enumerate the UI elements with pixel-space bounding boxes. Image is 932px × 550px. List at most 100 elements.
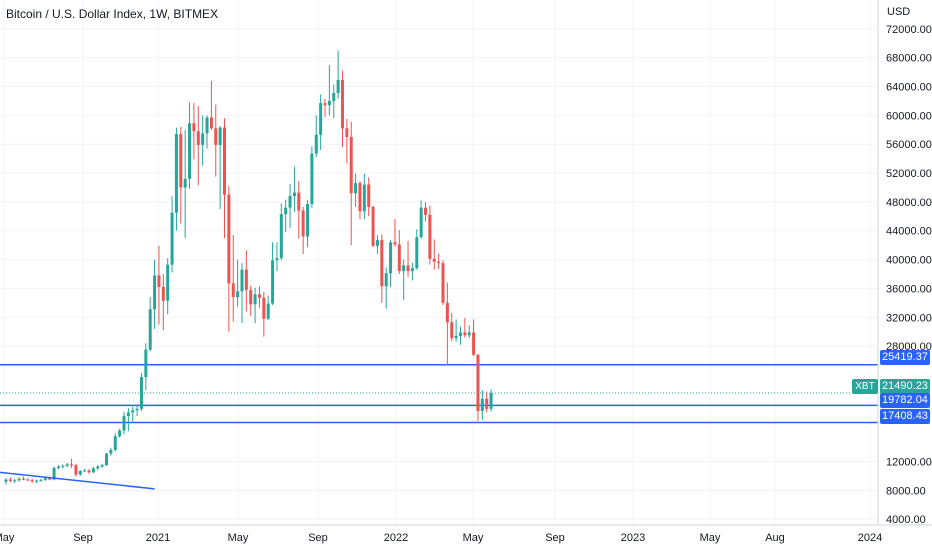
candle: [144, 343, 148, 391]
candle-body: [393, 242, 397, 245]
level-price-tag: 25419.37: [880, 350, 930, 365]
candle-body: [13, 480, 17, 482]
candle: [139, 372, 143, 412]
candle-body: [74, 465, 78, 475]
candle-body: [218, 127, 222, 145]
candle-body: [87, 470, 91, 473]
candle: [118, 429, 122, 438]
candle-body: [358, 183, 362, 212]
x-tick-label: Sep: [308, 532, 328, 544]
candle: [43, 477, 47, 481]
candle-body: [56, 466, 60, 468]
candle-body: [170, 212, 174, 265]
candle-body: [371, 206, 375, 246]
candle: [271, 242, 275, 306]
candle-body: [78, 470, 82, 475]
candle: [437, 253, 441, 269]
horizontal-levels[interactable]: [0, 363, 878, 424]
candle-body: [30, 480, 34, 482]
candle: [105, 452, 109, 466]
candle-body: [266, 303, 270, 319]
x-tick-label: Sep: [545, 532, 565, 544]
candle: [384, 267, 388, 309]
candle-body: [21, 478, 25, 480]
candle: [292, 166, 296, 212]
candle-body: [441, 263, 445, 303]
candle-body: [223, 127, 226, 195]
candle: [441, 260, 445, 306]
price-axis[interactable]: 72000.00 68000.00 64000.00 60000.00 56000.00…: [886, 24, 932, 526]
candle: [196, 105, 200, 186]
x-tick-label: May: [0, 532, 15, 544]
candle-body: [262, 297, 266, 319]
candle-body: [4, 479, 8, 482]
candle-body: [275, 258, 279, 261]
candle: [35, 479, 39, 484]
candle-body: [118, 430, 122, 437]
candle-body: [26, 479, 30, 481]
candle: [179, 126, 183, 224]
candle: [445, 282, 449, 366]
candle: [419, 200, 423, 239]
candle-body: [450, 322, 454, 339]
candle-body: [284, 207, 288, 215]
candle: [170, 196, 174, 273]
candle: [463, 317, 467, 338]
x-tick-label: 2021: [146, 532, 170, 544]
candle-body: [292, 192, 296, 197]
candle-body: [489, 392, 493, 409]
candle-body: [327, 100, 331, 106]
candle: [61, 464, 65, 469]
candle: [472, 319, 476, 357]
candle: [100, 463, 104, 468]
y-tick-label: 72000.00: [886, 24, 932, 36]
candle-body: [135, 408, 139, 411]
candle-body: [279, 214, 283, 259]
candle: [402, 259, 406, 300]
candle-body: [105, 453, 109, 466]
candle-body: [424, 207, 428, 215]
x-tick-label: 2023: [621, 532, 645, 544]
candle: [249, 285, 253, 316]
candle: [227, 186, 231, 332]
candle-body: [485, 398, 489, 409]
candle-body: [332, 92, 336, 101]
candle: [166, 258, 170, 315]
candle-body: [96, 466, 100, 469]
candle: [485, 391, 489, 413]
candle-body: [349, 136, 353, 194]
x-tick-label: 2022: [384, 532, 408, 544]
candle: [424, 201, 428, 222]
candle: [257, 286, 261, 308]
candle-body: [126, 412, 130, 417]
candle-body: [236, 291, 240, 298]
candle-body: [52, 467, 56, 480]
trendline-layer[interactable]: [0, 471, 155, 490]
candle-body: [314, 134, 318, 154]
candle: [323, 98, 327, 117]
candle: [21, 476, 25, 481]
candle: [30, 478, 34, 483]
candle-body: [166, 264, 170, 301]
candle: [345, 118, 349, 164]
candle-body: [179, 134, 183, 188]
candle: [17, 477, 21, 482]
candle-body: [100, 465, 104, 467]
candle: [336, 50, 340, 99]
time-axis[interactable]: May Sep 2021 May Sep 2022 May Sep 2023 May Aug 2024: [0, 532, 882, 544]
candle-body: [389, 242, 393, 274]
candle: [319, 94, 323, 150]
candle-body: [319, 103, 323, 135]
candle-body: [384, 273, 388, 287]
candle-body: [139, 377, 143, 409]
candle: [284, 199, 288, 233]
candle: [91, 466, 95, 474]
candle-body: [231, 283, 235, 298]
candle: [74, 463, 78, 477]
candle-body: [458, 332, 462, 337]
candle: [279, 203, 283, 261]
candle: [393, 219, 397, 247]
candle: [244, 250, 248, 312]
candle-body: [410, 268, 414, 272]
